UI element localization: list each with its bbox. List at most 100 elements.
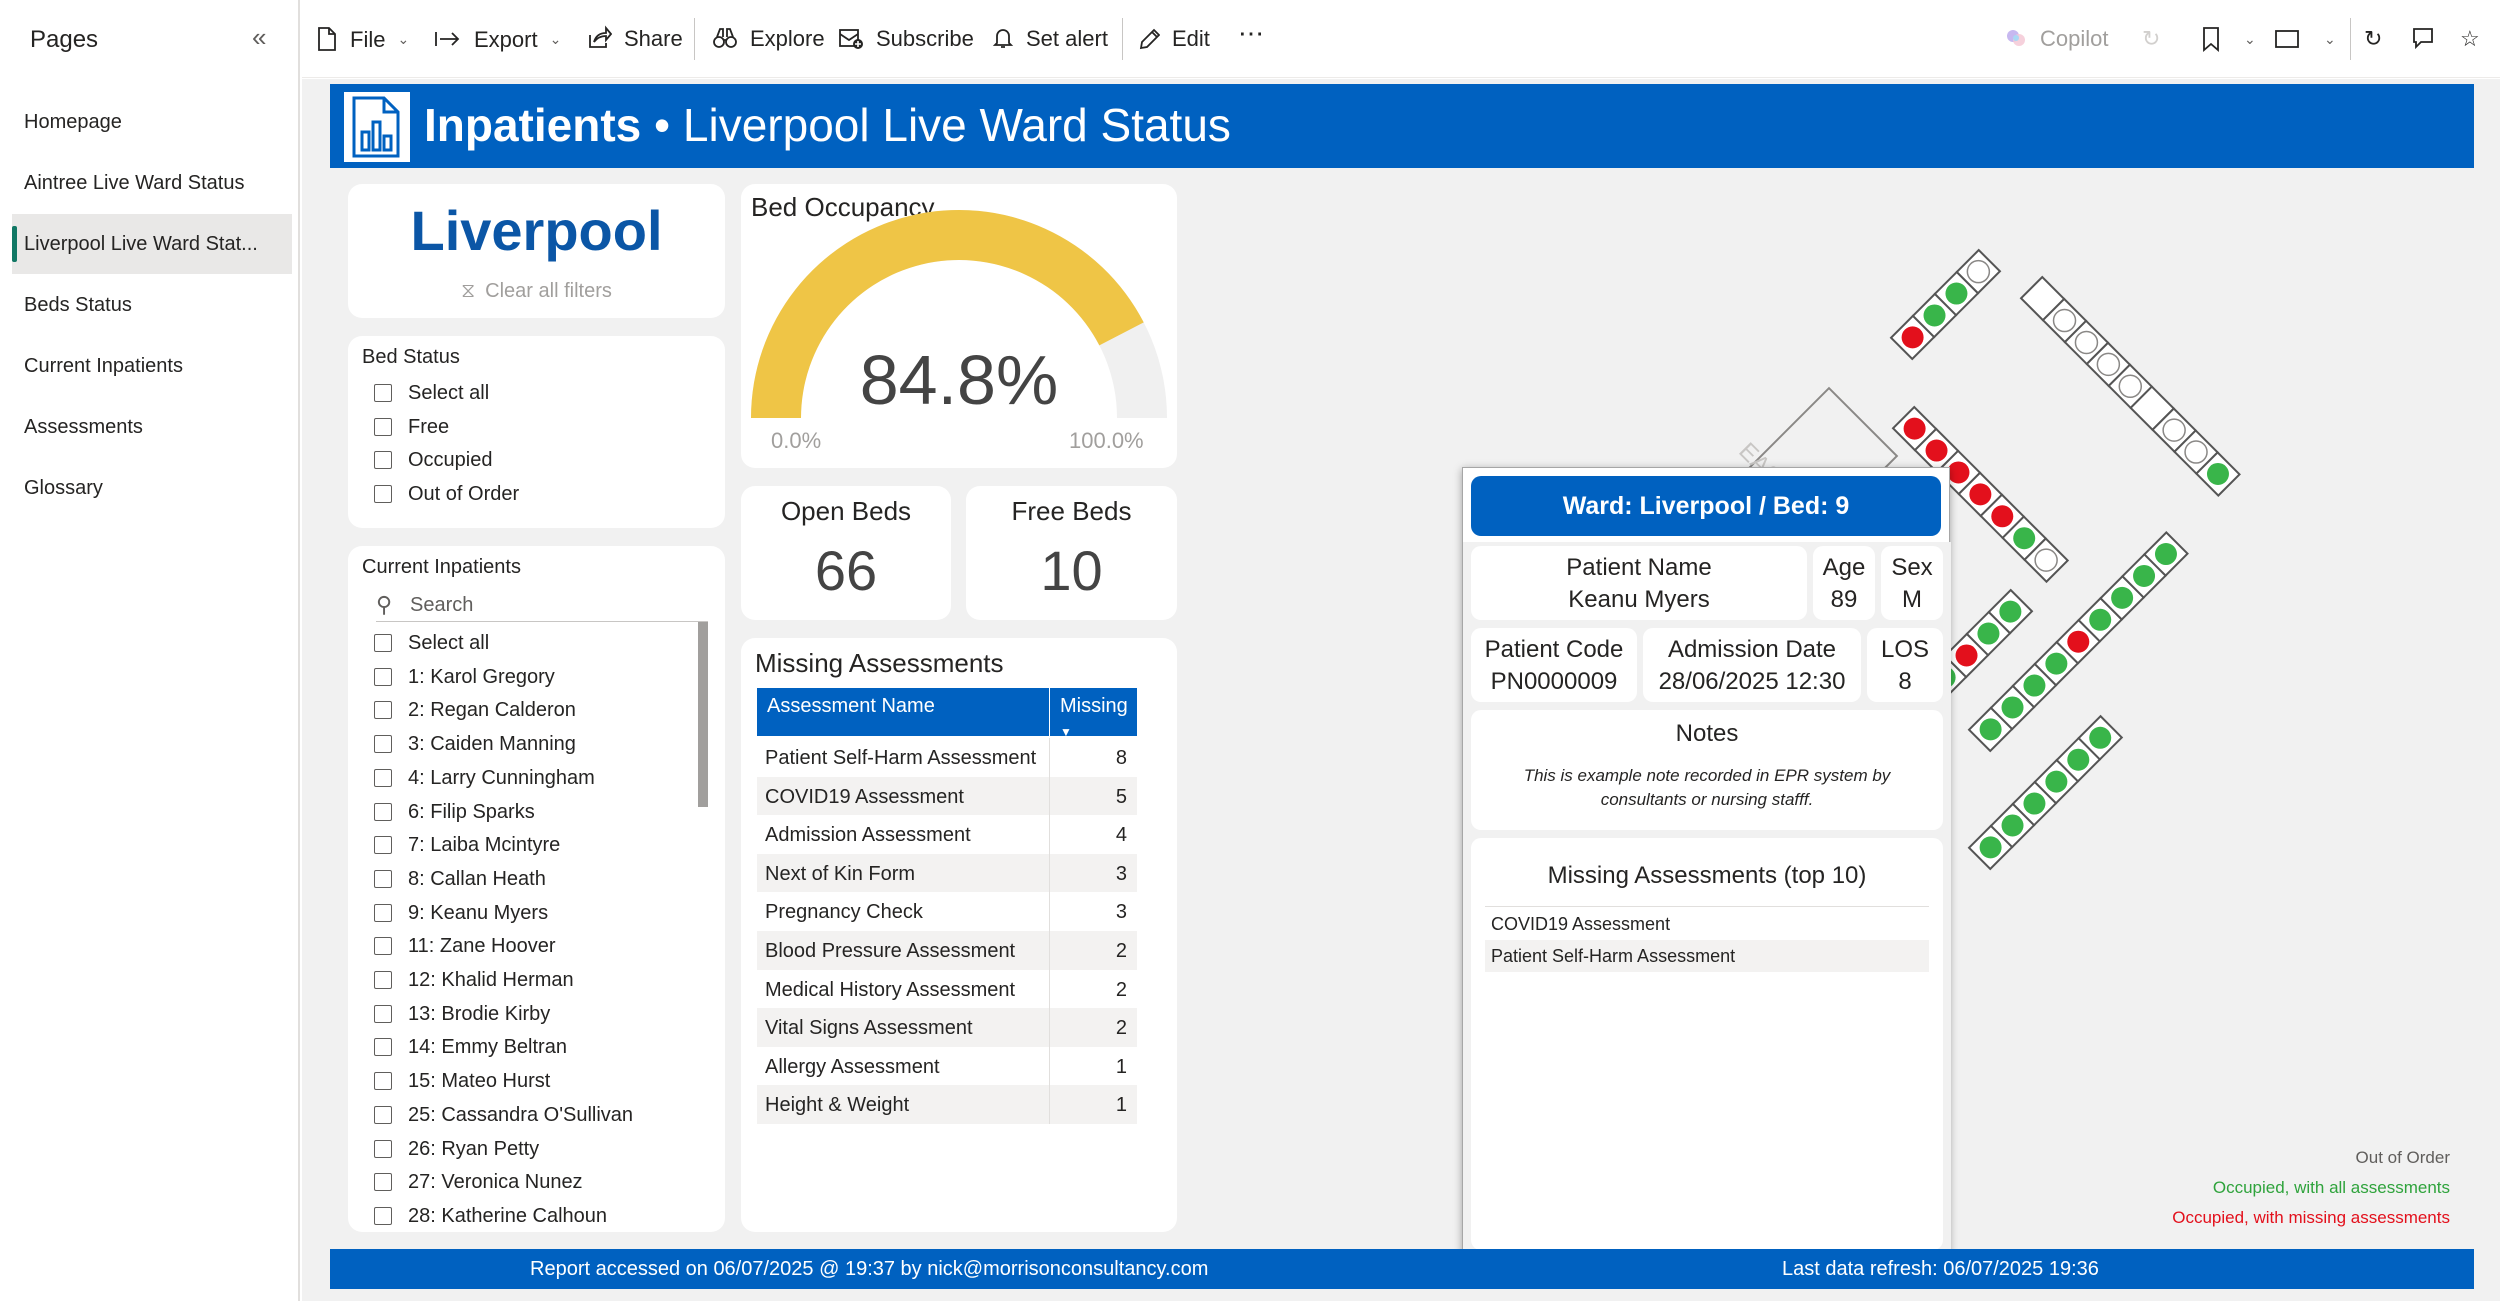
bed-slot[interactable]: [1955, 248, 2002, 295]
edit-button[interactable]: Edit: [1138, 22, 1210, 56]
inpatient-checkbox[interactable]: [374, 735, 392, 754]
bed-status-option[interactable]: Out of Order: [408, 483, 520, 505]
bed-slot[interactable]: [1987, 588, 2034, 635]
inpatient-checkbox[interactable]: [374, 768, 392, 787]
inpatient-option[interactable]: 25: Cassandra O'Sullivan: [408, 1103, 634, 1126]
bed-slot[interactable]: [2142, 531, 2189, 578]
inpatient-option[interactable]: Select all: [408, 632, 490, 654]
bookmark-button[interactable]: ⌄: [2202, 22, 2256, 56]
sex-label: Sex: [1891, 554, 1933, 581]
subscribe-button[interactable]: Subscribe: [838, 22, 974, 56]
nav-page-homepage[interactable]: Homepage: [24, 111, 122, 133]
chevron-down-icon: ⌄: [2324, 31, 2336, 47]
inpatient-option[interactable]: 12: Khalid Herman: [408, 969, 574, 991]
inpatient-option[interactable]: 11: Zane Hoover: [408, 935, 556, 958]
inpatients-search-input[interactable]: ⚲ Search: [376, 590, 708, 622]
inpatient-checkbox[interactable]: [374, 1173, 392, 1192]
explore-button[interactable]: Explore: [712, 22, 825, 56]
nav-page-aintree[interactable]: Aintree Live Ward Status: [24, 172, 245, 194]
file-menu-button[interactable]: File ⌄: [316, 22, 409, 56]
inpatient-option[interactable]: 3: Caiden Manning: [408, 733, 576, 756]
legend-occupied-all: Occupied, with all assessments: [2212, 1178, 2450, 1197]
inpatient-option[interactable]: 6: Filip Sparks: [408, 800, 535, 823]
column-header-assessment-name[interactable]: Assessment Name: [757, 688, 1049, 736]
bookmark-icon: [2203, 27, 2219, 52]
refresh-icon[interactable]: ↻: [2364, 26, 2383, 51]
table-row[interactable]: Admission Assessment 4: [757, 815, 1137, 854]
bed-status-checkbox[interactable]: [374, 485, 392, 503]
inpatient-checkbox[interactable]: [374, 1038, 392, 1057]
bed-status-checkbox[interactable]: [374, 418, 392, 436]
column-header-missing[interactable]: Missing ▼: [1050, 688, 1137, 739]
inpatient-checkbox[interactable]: [374, 1139, 392, 1158]
inpatient-checkbox[interactable]: [374, 1105, 392, 1124]
binoculars-icon: [713, 28, 737, 48]
inpatient-checkbox[interactable]: [374, 903, 392, 922]
inpatient-checkbox[interactable]: [374, 937, 392, 956]
bed-slot[interactable]: [2194, 450, 2241, 497]
inpatient-checkbox[interactable]: [374, 836, 392, 855]
bed-slot[interactable]: [2077, 714, 2124, 761]
eraser-icon: ⧖: [461, 280, 476, 302]
nav-page-glossary[interactable]: Glossary: [24, 477, 103, 499]
inpatient-checkbox[interactable]: [374, 1072, 392, 1091]
inpatient-option[interactable]: 14: Emmy Beltran: [408, 1036, 567, 1059]
tooltip-missing-item: COVID19 Assessment: [1491, 914, 1671, 934]
last-refresh-text: Last data refresh: 06/07/2025 19:36: [1782, 1258, 2099, 1280]
collapse-pane-icon[interactable]: «: [252, 22, 267, 52]
inpatient-option[interactable]: 4: Larry Cunningham: [408, 766, 595, 789]
inpatient-checkbox[interactable]: [374, 701, 392, 720]
copilot-button[interactable]: Copilot: [2004, 22, 2108, 56]
inpatient-option[interactable]: 2: Regan Calderon: [408, 699, 576, 722]
inpatient-option[interactable]: 28: Katherine Calhoun: [408, 1204, 608, 1227]
share-button[interactable]: Share: [586, 22, 683, 56]
inpatient-checkbox[interactable]: [374, 802, 392, 821]
table-row[interactable]: Medical History Assessment 2: [757, 969, 1137, 1009]
clear-filters-button[interactable]: ⧖ Clear all filters: [348, 280, 725, 303]
inpatient-option[interactable]: 27: Veronica Nunez: [408, 1171, 583, 1194]
nav-page-assessments[interactable]: Assessments: [24, 416, 143, 438]
reset-icon[interactable]: ↻: [2142, 26, 2161, 51]
inpatient-option[interactable]: 8: Callan Heath: [408, 867, 546, 890]
inpatient-checkbox[interactable]: [374, 971, 392, 989]
inpatient-checkbox[interactable]: [374, 1206, 392, 1225]
inpatient-option[interactable]: 9: Keanu Myers: [408, 901, 549, 924]
inpatient-checkbox[interactable]: [374, 634, 392, 652]
table-row[interactable]: Pregnancy Check 3: [757, 892, 1137, 931]
view-button[interactable]: ⌄: [2274, 22, 2336, 56]
inpatient-option[interactable]: 13: Brodie Kirby: [408, 1002, 551, 1025]
table-row[interactable]: Next of Kin Form 3: [757, 853, 1137, 893]
nav-page-beds-status[interactable]: Beds Status: [24, 294, 132, 316]
occupancy-gauge: [751, 209, 1167, 418]
table-row[interactable]: Blood Pressure Assessment 2: [757, 931, 1137, 970]
bed-status-option[interactable]: Occupied: [408, 449, 493, 471]
inpatient-checkbox[interactable]: [374, 667, 392, 686]
inpatient-checkbox[interactable]: [374, 869, 392, 888]
sort-desc-icon: ▼: [1060, 725, 1072, 739]
export-menu-button[interactable]: Export ⌄: [434, 22, 561, 56]
nav-page-current-inpatients[interactable]: Current Inpatients: [24, 355, 183, 377]
table-row[interactable]: Patient Self-Harm Assessment 8: [757, 738, 1137, 777]
comments-button[interactable]: [2412, 22, 2446, 56]
nav-page-liverpool[interactable]: Liverpool Live Ward Stat...: [12, 214, 292, 274]
set-alert-button[interactable]: Set alert: [992, 22, 1108, 56]
inpatient-option[interactable]: 26: Ryan Petty: [408, 1137, 540, 1160]
inpatient-checkbox[interactable]: [374, 1004, 392, 1023]
bed-free-icon: [2162, 418, 2186, 442]
table-row[interactable]: Height & Weight 1: [757, 1085, 1137, 1124]
table-row[interactable]: Allergy Assessment 1: [757, 1046, 1137, 1086]
more-options-button[interactable]: ⋯: [1238, 18, 1264, 48]
bed-status-option[interactable]: Select all: [408, 382, 490, 404]
inpatient-option[interactable]: 1: Karol Gregory: [408, 665, 555, 688]
bed-status-checkbox[interactable]: [374, 451, 392, 469]
table-row[interactable]: Vital Signs Assessment 2: [757, 1008, 1137, 1047]
slicer-scrollbar[interactable]: [698, 622, 708, 807]
favorite-star-icon[interactable]: ☆: [2460, 26, 2480, 51]
bed-free-icon: [2118, 374, 2143, 399]
bed-slot[interactable]: [2023, 537, 2070, 584]
table-row[interactable]: COVID19 Assessment 5: [757, 776, 1137, 816]
bed-status-option[interactable]: Free: [408, 416, 450, 438]
bed-status-checkbox[interactable]: [374, 384, 392, 402]
inpatient-option[interactable]: 7: Laiba Mcintyre: [408, 834, 561, 857]
inpatient-option[interactable]: 15: Mateo Hurst: [408, 1070, 551, 1093]
